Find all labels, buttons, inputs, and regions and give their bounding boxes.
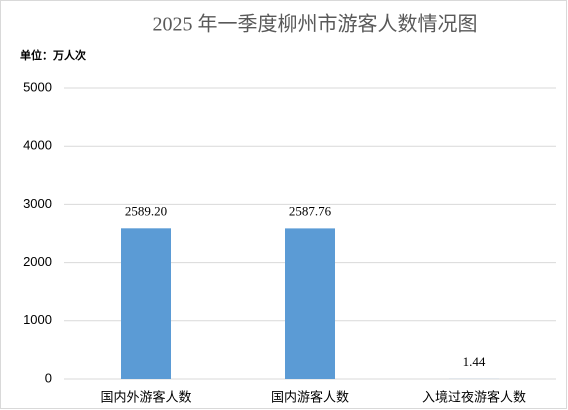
y-tick-label: 1000 [23, 312, 52, 327]
value-label: 2589.20 [125, 203, 167, 218]
y-tick-label: 5000 [23, 79, 52, 94]
y-tick-label: 2000 [23, 254, 52, 269]
x-tick-label: 国内外游客人数 [100, 389, 191, 404]
y-tick-label: 0 [45, 370, 52, 385]
chart-title: 2025 年一季度柳州市游客人数情况图 [153, 13, 478, 36]
y-tick-label: 4000 [23, 138, 52, 153]
bar [285, 228, 335, 379]
x-tick-label: 入境过夜游客人数 [422, 389, 526, 404]
value-label: 1.44 [463, 354, 486, 369]
value-label: 2587.76 [289, 203, 332, 218]
bar [121, 228, 171, 379]
y-tick-label: 3000 [23, 196, 52, 211]
unit-label: 单位：万人次 [20, 48, 86, 62]
x-tick-label: 国内游客人数 [271, 389, 349, 404]
